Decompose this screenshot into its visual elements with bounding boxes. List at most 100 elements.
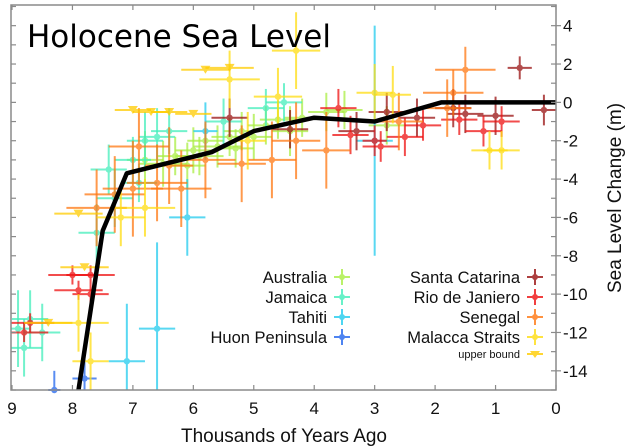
dot-marker <box>178 185 185 192</box>
data-point <box>483 131 520 170</box>
dot-marker <box>250 133 257 141</box>
y-tick-label: 0 <box>563 93 572 112</box>
x-axis: 9 8 7 6 5 4 3 2 1 0 <box>7 5 561 418</box>
y-tick-label: -14 <box>563 362 588 381</box>
dot-marker <box>292 47 300 54</box>
dot-marker <box>335 104 342 112</box>
data-point <box>423 79 472 137</box>
legend-label: Huon Peninsula <box>211 329 328 347</box>
dot-marker <box>153 325 161 332</box>
data-point <box>24 318 73 327</box>
dot-marker <box>153 179 161 187</box>
data-point <box>386 117 424 157</box>
data-point <box>108 303 145 390</box>
x-tick-label: 4 <box>309 399 318 418</box>
dot-marker <box>238 160 245 167</box>
legend-item: Malacca Straits <box>407 329 543 347</box>
x-tick-label: 3 <box>370 399 379 418</box>
dot-marker <box>498 118 505 125</box>
dot-marker <box>498 147 505 154</box>
dot-marker <box>14 325 22 332</box>
triangle-marker <box>43 318 54 327</box>
data-point <box>271 102 321 180</box>
data-point <box>199 50 260 109</box>
x-tick-label: 2 <box>430 399 439 418</box>
dot-marker <box>413 114 421 121</box>
y-tick-label: 2 <box>563 55 572 74</box>
data-point <box>253 67 303 126</box>
legend: Australia Jamaica Tahiti Huon Peninsula Sant… <box>211 269 543 361</box>
data-point <box>374 65 411 124</box>
legend-label: Tahiti <box>288 309 327 327</box>
y-axis-title: Sea Level Change (m) <box>605 103 626 293</box>
dot-marker <box>117 214 125 221</box>
dot-marker <box>401 133 409 141</box>
dot-marker <box>444 104 451 112</box>
x-tick-label: 1 <box>491 399 500 418</box>
legend-marker <box>527 329 543 345</box>
data-point <box>247 121 297 199</box>
legend-marker <box>527 309 543 325</box>
chart-title: Holocene Sea Level <box>27 19 331 55</box>
dot-marker <box>135 143 143 150</box>
legend-label: Australia <box>263 269 328 287</box>
triangle-marker <box>127 106 138 115</box>
dot-marker <box>129 185 137 192</box>
dot-marker <box>226 76 233 83</box>
legend-label: Malacca Straits <box>407 329 520 347</box>
y-tick-label: -10 <box>563 285 588 304</box>
data-point <box>151 107 188 116</box>
dot-marker <box>75 287 82 294</box>
trend-layer <box>76 100 556 391</box>
dot-marker <box>262 104 270 112</box>
x-tick-label: 6 <box>189 399 198 418</box>
legend-marker <box>334 269 350 285</box>
legend-marker <box>334 309 350 325</box>
y-tick-label: -6 <box>563 208 578 227</box>
data-point <box>435 46 496 93</box>
dot-marker <box>456 116 463 123</box>
legend-label: Rio de Janiero <box>414 289 520 307</box>
dot-marker <box>323 147 330 154</box>
legend-marker <box>527 269 543 285</box>
triangle-marker <box>164 107 175 116</box>
data-point <box>175 109 212 118</box>
data-point <box>72 332 109 390</box>
x-tick-label: 5 <box>249 399 258 418</box>
dot-marker <box>492 112 499 119</box>
data-point <box>66 265 115 285</box>
data-point <box>362 131 399 162</box>
data-point <box>205 98 242 145</box>
dot-marker <box>280 99 288 106</box>
legend-marker <box>527 351 543 358</box>
series-senegal <box>66 46 496 247</box>
dot-marker <box>389 91 396 98</box>
dot-marker <box>540 106 548 114</box>
legend-marker <box>334 289 350 305</box>
dot-marker <box>419 122 427 129</box>
y-tick-label: -4 <box>563 170 578 189</box>
data-point <box>169 179 206 256</box>
dot-marker <box>141 204 149 212</box>
dot-marker <box>202 156 209 164</box>
y-tick-label: -2 <box>563 132 578 151</box>
series-upper-bound <box>24 63 254 327</box>
dot-marker <box>93 204 100 212</box>
dot-marker <box>184 214 191 221</box>
x-tick-label: 7 <box>128 399 137 418</box>
legend-item: Senegal <box>459 309 543 327</box>
dot-marker <box>286 126 294 133</box>
data-point <box>404 110 442 141</box>
dot-marker <box>123 358 131 365</box>
x-tick-label: 8 <box>68 399 77 418</box>
legend-item: Australia <box>263 269 350 287</box>
legend-item: Jamaica <box>266 289 350 307</box>
y-tick-label: 4 <box>563 17 572 36</box>
triangle-marker <box>188 109 199 118</box>
legend-item: Rio de Janiero <box>414 289 543 307</box>
triangle-marker <box>224 63 235 72</box>
data-point <box>96 188 145 247</box>
data-point <box>362 125 387 157</box>
